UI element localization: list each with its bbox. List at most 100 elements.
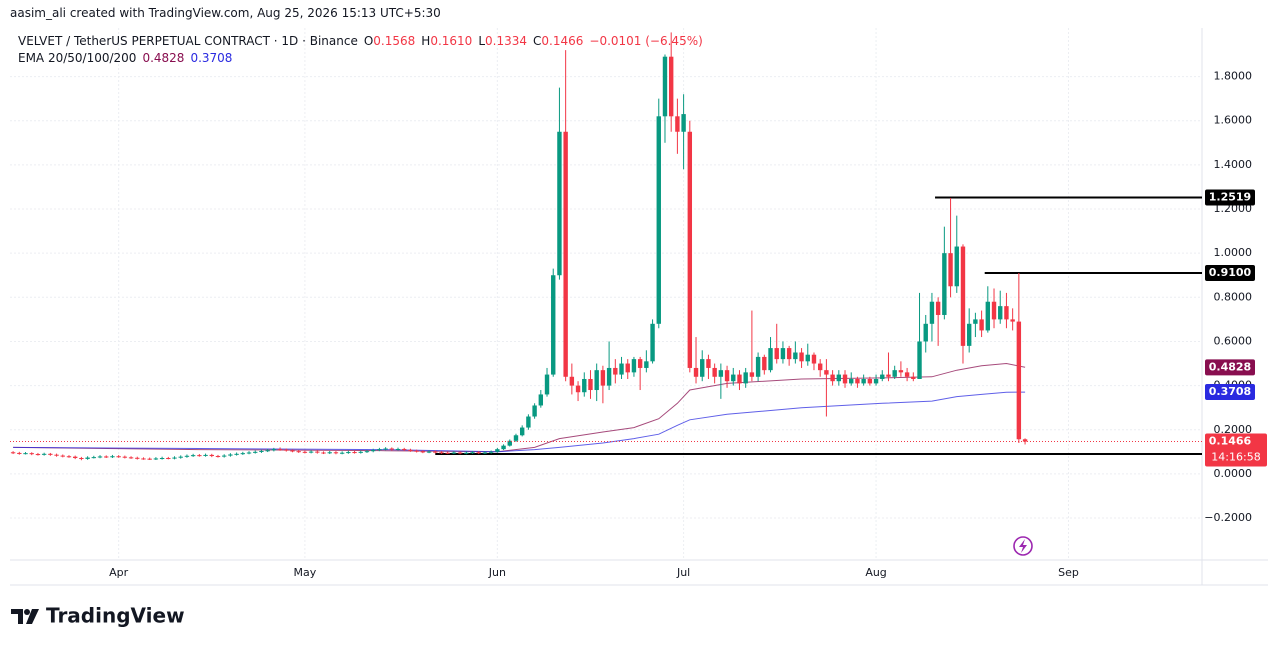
candle-body <box>414 450 419 452</box>
candle-body <box>917 341 922 379</box>
candle-body <box>1022 439 1028 442</box>
ema-price-label-box <box>1205 384 1255 401</box>
candle-body <box>948 253 953 287</box>
candle-body <box>544 374 550 395</box>
y-tick-label: −0.2000 <box>1204 511 1252 524</box>
candle-body <box>128 457 134 459</box>
candle-body <box>557 131 562 276</box>
candle-body <box>352 452 357 454</box>
candle-body <box>768 348 773 371</box>
ema-value: 0.3708 <box>190 51 233 65</box>
ohlc-value: 0.1334 <box>485 34 527 48</box>
candle-body <box>743 372 748 384</box>
y-tick-label: 0.0000 <box>1214 467 1253 480</box>
candle-body <box>284 449 289 451</box>
candle-body <box>240 453 246 455</box>
candle-body <box>116 456 121 458</box>
candle-body <box>54 454 59 456</box>
candle-body <box>23 453 28 455</box>
candle-body <box>923 323 928 342</box>
candle-body <box>799 352 804 362</box>
candle-body <box>606 367 612 386</box>
candle-body <box>830 374 835 382</box>
candle-body <box>259 450 264 452</box>
y-tick-label: 0.8000 <box>1214 290 1253 303</box>
candle-body <box>35 454 41 456</box>
candle-body <box>793 352 798 360</box>
candle-body <box>501 445 506 450</box>
candle-body <box>433 451 438 453</box>
candle-body <box>97 456 103 458</box>
candle-body <box>942 253 947 315</box>
candle-body <box>600 370 606 386</box>
candle-body <box>619 363 624 375</box>
candle-body <box>408 449 413 451</box>
candle-body <box>66 456 72 458</box>
candle-body <box>122 456 128 458</box>
candle-body <box>892 370 897 377</box>
ohlc-value: 0.1610 <box>430 34 473 48</box>
candle-body <box>650 323 655 362</box>
candle-body <box>712 367 717 377</box>
ohlc-value: 0.1466 <box>541 34 584 48</box>
candle-body <box>774 348 779 360</box>
ohlc-key: L <box>478 34 485 48</box>
candle-body <box>731 374 736 382</box>
candle-body <box>203 454 208 456</box>
countdown: 14:16:58 <box>1211 451 1260 464</box>
candle-body <box>824 370 829 375</box>
candle-body <box>110 456 115 458</box>
candle-body <box>1016 321 1022 440</box>
candle-body <box>327 452 332 454</box>
candle-body <box>613 367 618 375</box>
candle-body <box>706 359 711 368</box>
candle-body <box>693 367 699 377</box>
candle-body <box>426 451 432 453</box>
level-label-box <box>1205 265 1255 282</box>
candle-body <box>302 451 308 453</box>
y-tick-label: 0.2000 <box>1214 423 1253 436</box>
logo <box>11 609 39 624</box>
ema-price-label-box <box>1205 359 1255 376</box>
x-tick-label: Sep <box>1058 566 1079 579</box>
candle-body <box>861 378 866 384</box>
candle-body <box>48 453 53 455</box>
candle-body <box>439 452 444 454</box>
candle-body <box>737 374 742 384</box>
x-tick-label: Jun <box>488 566 506 579</box>
candle-body <box>551 275 556 375</box>
candle-body <box>358 451 363 453</box>
candle-body <box>215 456 221 458</box>
ohlc-value: 0.1568 <box>373 34 416 48</box>
candle-body <box>228 454 233 456</box>
candle-body <box>898 370 904 373</box>
grid <box>10 28 1202 560</box>
candle-body <box>482 452 488 454</box>
candle-body <box>495 449 500 452</box>
candle-body <box>718 370 724 377</box>
candle-body <box>41 453 47 455</box>
x-tick-label: Jul <box>676 566 690 579</box>
candle-body <box>253 451 258 453</box>
candle-body <box>811 354 817 364</box>
candle-body <box>873 378 879 384</box>
candle-body <box>147 458 152 460</box>
lightning-icon[interactable] <box>1013 536 1033 556</box>
candle-body <box>141 458 146 460</box>
candle-body <box>190 455 196 457</box>
x-tick-label: May <box>294 566 317 579</box>
candle-body <box>104 456 109 458</box>
candle-body <box>346 452 351 454</box>
candle-body <box>60 455 65 457</box>
candle-body <box>277 449 283 451</box>
candle-body <box>333 452 339 454</box>
candle-body <box>321 452 326 454</box>
candle-body <box>668 56 674 117</box>
candle-body <box>159 458 165 460</box>
candle-body <box>656 116 661 324</box>
level-label-box <box>1205 189 1255 206</box>
candle-body <box>569 376 575 386</box>
candle-body <box>755 356 761 377</box>
candle-body <box>563 131 568 377</box>
